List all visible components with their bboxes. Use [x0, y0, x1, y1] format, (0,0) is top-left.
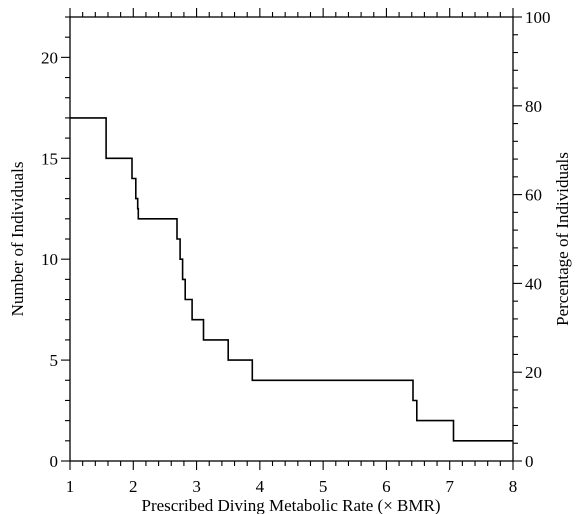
y2-tick-label: 20	[525, 363, 542, 382]
y2-tick-label: 40	[525, 274, 542, 293]
y-tick-label: 15	[41, 149, 58, 168]
y2-axis-title: Percentage of Individuals	[553, 152, 572, 326]
x-tick-label: 5	[319, 477, 328, 496]
x-tick-label: 3	[192, 477, 201, 496]
y-tick-label: 20	[41, 48, 58, 67]
y2-tick-label: 100	[525, 8, 551, 27]
x-tick-label: 4	[256, 477, 265, 496]
ticks	[61, 8, 522, 470]
x-tick-label: 8	[509, 477, 518, 496]
y2-tick-label: 60	[525, 186, 542, 205]
y2-tick-label: 80	[525, 97, 542, 116]
y-axis-title: Number of Individuals	[8, 162, 27, 317]
plot-frame	[69, 16, 514, 462]
y2-tick-label: 0	[525, 452, 534, 471]
y-tick-label: 10	[41, 250, 58, 269]
x-tick-label: 2	[129, 477, 138, 496]
x-tick-label: 1	[66, 477, 75, 496]
x-tick-label: 7	[445, 477, 454, 496]
y-tick-label: 0	[50, 452, 59, 471]
x-axis-title: Prescribed Diving Metabolic Rate (× BMR)	[141, 496, 440, 514]
x-tick-label: 6	[382, 477, 391, 496]
y-tick-label: 5	[50, 351, 59, 370]
series-line	[70, 117, 513, 442]
